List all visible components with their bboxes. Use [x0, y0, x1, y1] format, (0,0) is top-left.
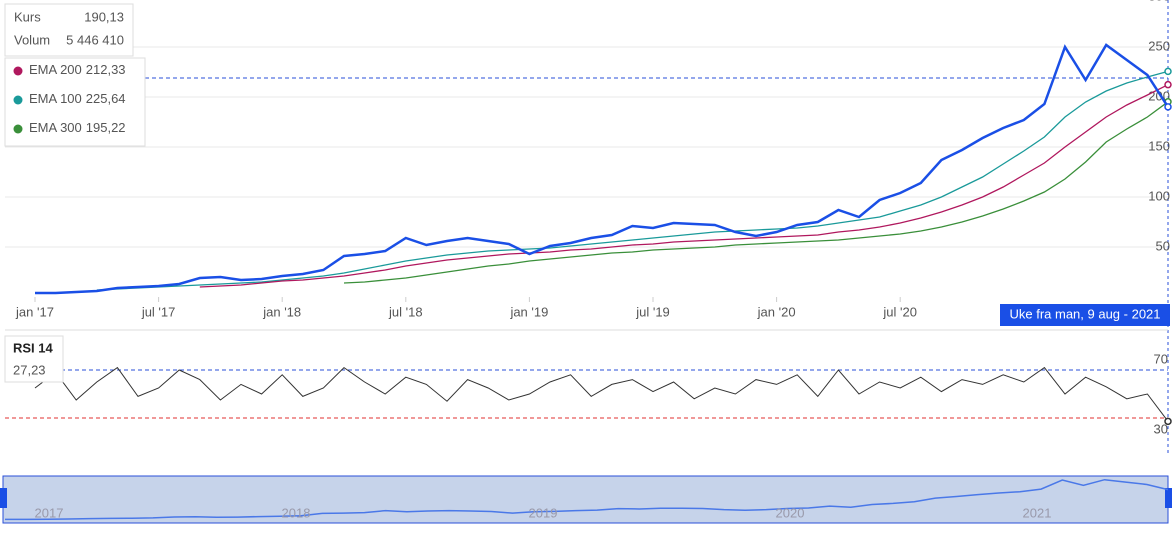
y-tick-label: 150	[1148, 138, 1170, 153]
legend-entry[interactable]: EMA 200 212,33	[29, 62, 126, 77]
tooltip-value: 5 446 410	[66, 32, 124, 47]
navigator-handle-right[interactable]	[1165, 488, 1172, 508]
legend-marker	[13, 66, 23, 76]
rsi-value: 27,23	[13, 362, 46, 377]
tooltip-box	[4, 3, 134, 57]
tooltip-label: Volum	[14, 32, 50, 47]
x-tick-label: jan '19	[509, 304, 548, 319]
series-line	[343, 101, 1169, 284]
tooltip-label: Kurs	[14, 9, 41, 24]
crosshair-label: Uke fra man, 9 aug - 2021	[1009, 306, 1160, 321]
rsi-last-point	[1164, 417, 1172, 426]
legend-value: 225,64	[86, 91, 126, 106]
rsi-line	[34, 366, 1169, 422]
legend-name: EMA 300	[29, 120, 82, 135]
x-tick-label: jul '19	[635, 304, 670, 319]
legend-name: EMA 100	[29, 91, 82, 106]
legend-entry[interactable]: EMA 100 225,64	[29, 91, 126, 106]
x-tick-label: jul '17	[141, 304, 176, 319]
y-tick-label: 300	[1148, 0, 1170, 3]
navigator-label: 2017	[35, 505, 64, 520]
navigator-handle-left[interactable]	[0, 488, 7, 508]
last-point	[1164, 80, 1172, 89]
y-tick-label: 100	[1148, 188, 1170, 203]
series-line	[199, 84, 1169, 288]
series-line	[96, 70, 1169, 291]
legend-value: 212,33	[86, 62, 126, 77]
legend-marker	[13, 95, 23, 105]
legend-box	[4, 57, 146, 147]
x-tick-label: jan '17	[15, 304, 54, 319]
tooltip-value: 190,13	[84, 9, 124, 24]
x-tick-label: jul '20	[882, 304, 917, 319]
navigator-label: 2019	[529, 505, 558, 520]
x-tick-label: jan '18	[262, 304, 301, 319]
last-point	[1164, 67, 1172, 76]
last-point	[1164, 103, 1172, 111]
x-tick-label: jul '18	[388, 304, 423, 319]
rsi-tick-label: 30	[1154, 421, 1168, 436]
navigator-label: 2018	[282, 505, 311, 520]
legend-value: 195,22	[86, 120, 126, 135]
series-line	[35, 43, 1170, 295]
navigator-line	[5, 478, 1169, 521]
legend-entry[interactable]: EMA 300 195,22	[29, 120, 126, 135]
rsi-box	[4, 335, 64, 383]
rsi-tick-label: 70	[1154, 351, 1168, 366]
legend-marker	[13, 124, 23, 134]
navigator-label: 2020	[776, 505, 805, 520]
y-tick-label: 250	[1148, 38, 1170, 53]
crosshair-label-box	[1000, 304, 1170, 326]
navigator-label: 2021	[1023, 505, 1052, 520]
y-tick-label: 50	[1156, 238, 1170, 253]
navigator[interactable]	[2, 475, 1169, 524]
x-tick-label: jan '20	[757, 304, 796, 319]
rsi-name: RSI 14	[13, 340, 54, 355]
legend-name: EMA 200	[29, 62, 82, 77]
